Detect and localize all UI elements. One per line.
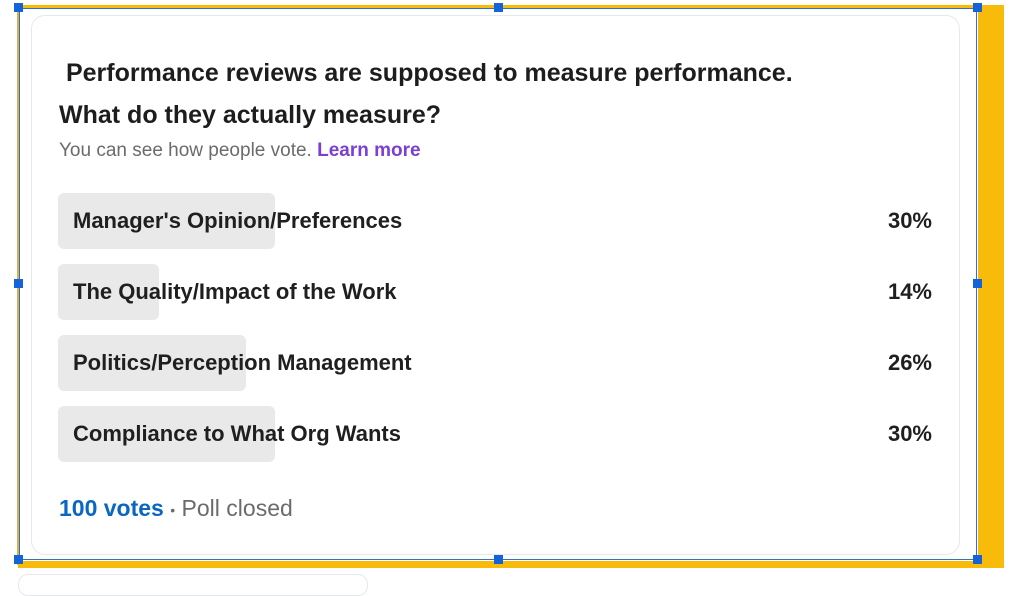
selection-highlight-bottom — [18, 561, 1004, 568]
result-bar — [58, 406, 275, 462]
option-percent: 26% — [887, 350, 932, 375]
result-bar — [58, 193, 275, 249]
poll-option: The Quality/Impact of the Work 14% — [58, 264, 932, 320]
resize-handle-bottom-left[interactable] — [14, 555, 23, 564]
selection-highlight-right — [978, 5, 1004, 568]
option-percent: 30% — [887, 208, 932, 233]
poll-question: Performance reviews are supposed to meas… — [59, 52, 793, 136]
option-percent: 30% — [887, 421, 932, 446]
resize-handle-bottom-right[interactable] — [973, 555, 982, 564]
learn-more-link[interactable]: Learn more — [317, 140, 421, 161]
poll-status: Poll closed — [181, 495, 293, 521]
question-line-2: What do they actually measure? — [59, 101, 442, 129]
resize-handle-bottom[interactable] — [494, 555, 503, 564]
option-label: Compliance to What Org Wants — [73, 421, 401, 446]
separator: • — [170, 501, 176, 518]
question-line-1: Performance reviews are supposed to meas… — [65, 59, 793, 87]
resize-handle-top-right[interactable] — [973, 3, 982, 12]
poll-option: Compliance to What Org Wants 30% — [58, 406, 932, 462]
resize-handle-top[interactable] — [494, 3, 503, 12]
result-bar — [58, 335, 246, 391]
poll-option: Manager's Opinion/Preferences 30% — [58, 193, 932, 249]
poll-card — [31, 15, 960, 555]
poll-footer: 100 votes • Poll closed — [59, 495, 293, 522]
option-label: Manager's Opinion/Preferences — [73, 208, 403, 233]
selection-box — [19, 8, 977, 560]
resize-handle-right[interactable] — [973, 279, 982, 288]
result-bar — [58, 264, 160, 320]
next-card-edge — [18, 574, 368, 596]
option-percent: 14% — [887, 279, 932, 304]
visibility-text: You can see how people vote. — [59, 140, 312, 161]
resize-handle-top-left[interactable] — [14, 3, 23, 12]
votes-count-link[interactable]: 100 votes — [59, 495, 164, 521]
resize-handle-left[interactable] — [14, 279, 23, 288]
visibility-note: You can see how people vote. Learn more — [59, 140, 421, 162]
poll-option: Politics/Perception Management 26% — [58, 335, 932, 391]
option-label: The Quality/Impact of the Work — [73, 279, 397, 304]
option-label: Politics/Perception Management — [73, 350, 412, 375]
